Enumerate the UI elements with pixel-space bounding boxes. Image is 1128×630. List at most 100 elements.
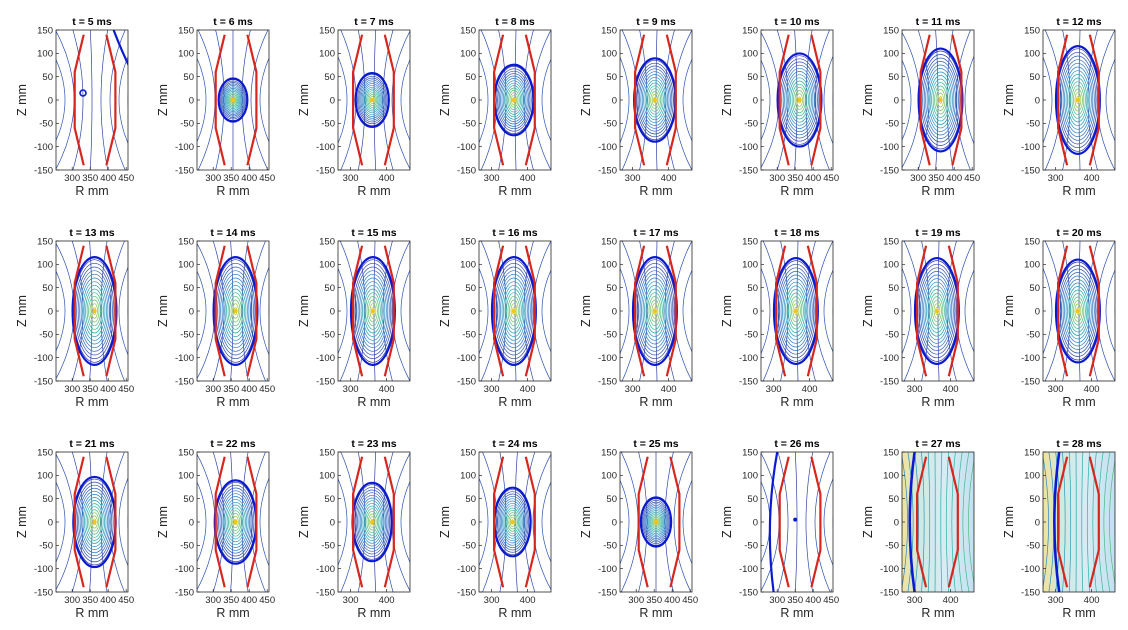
magnetic-axis (370, 97, 375, 103)
panel-title: t = 8 ms (495, 16, 535, 28)
flux-line (532, 453, 551, 591)
flux-line (620, 56, 630, 144)
flux-line (338, 267, 348, 355)
flux-surface (645, 504, 667, 540)
x-tick-label: 300 (910, 173, 926, 184)
flux-line (1087, 241, 1098, 381)
flux-line (197, 481, 207, 563)
magnetic-axis (92, 519, 97, 525)
flux-surface (651, 303, 659, 319)
flux-surface (227, 292, 244, 330)
y-tick-label: 50 (183, 283, 194, 294)
flux-surface (650, 299, 660, 323)
panel-plot-area (56, 30, 128, 170)
panel-title: t = 22 ms (210, 438, 255, 450)
y-tick-label: -50 (1026, 330, 1040, 341)
flux-surface (504, 82, 524, 118)
panel-title: t = 12 ms (1056, 16, 1101, 28)
flux-surface (652, 516, 660, 528)
flux-line (259, 266, 269, 356)
flux-surface (1065, 282, 1091, 340)
panel-plot-area (338, 30, 410, 170)
flux-surface (83, 284, 106, 338)
limiter-outboard (665, 245, 677, 377)
flux-line (973, 92, 974, 108)
y-tick-label: 50 (1029, 283, 1040, 294)
y-tick-label: 50 (324, 283, 335, 294)
x-tick-label: 350 (82, 384, 98, 395)
panel-plot-area (620, 30, 692, 170)
flux-surface (501, 78, 527, 122)
panel-title: t = 28 ms (1056, 438, 1101, 450)
magnetic-axis (793, 308, 799, 314)
flux-line (541, 58, 551, 142)
x-tick-label: 400 (379, 595, 395, 606)
y-tick-label: 0 (471, 95, 476, 106)
x-tick-label: 350 (82, 173, 98, 184)
flux-surface (925, 64, 956, 136)
x-tick-label: 400 (100, 173, 116, 184)
panel-21ms: -150 -100 -50 0 50 100 150 300 350 400 450 R mm Z mm… (15, 438, 134, 620)
flux-surface (932, 82, 949, 118)
y-tick-label: 150 (319, 447, 335, 458)
x-tick-label: 450 (823, 173, 839, 184)
x-tick-label: 400 (379, 384, 395, 395)
y-tick-label: 150 (742, 25, 758, 36)
y-tick-label: 0 (189, 306, 194, 317)
y-tick-label: -150 (457, 587, 476, 598)
y-tick-label: -50 (462, 330, 476, 341)
x-tick-label: 400 (1084, 384, 1100, 395)
x-tick-label: 300 (205, 595, 221, 606)
flux-surface (88, 295, 101, 327)
y-axis-label: Z mm (579, 506, 593, 538)
flux-surface (230, 513, 241, 531)
x-tick-label: 400 (1084, 595, 1100, 606)
y-tick-label: -100 (880, 564, 899, 575)
flux-surface (228, 93, 238, 107)
y-tick-label: 100 (319, 260, 335, 271)
flux-surface (498, 273, 530, 349)
x-axis-label: R mm (216, 395, 249, 409)
flux-surface (361, 500, 384, 544)
x-axis-label: R mm (780, 606, 813, 620)
panel-title: t = 11 ms (916, 16, 961, 28)
flux-surface (929, 292, 945, 330)
y-axis-label: Z mm (1002, 295, 1016, 327)
flux-surface (651, 93, 659, 107)
y-tick-label: 100 (178, 471, 194, 482)
flux-surface (510, 303, 518, 319)
y-tick-label: 100 (883, 471, 899, 482)
flux-line (805, 30, 813, 170)
panel-title: t = 18 ms (774, 227, 819, 239)
x-axis-label: R mm (75, 184, 108, 198)
x-tick-label: 300 (343, 595, 359, 606)
separatrix (217, 77, 249, 123)
x-tick-label: 300 (484, 384, 500, 395)
flux-line (964, 269, 974, 353)
y-tick-label: -150 (175, 376, 194, 387)
panel-22ms: -150 -100 -50 0 50 100 150 300 350 400 450 R mm Z mm… (156, 438, 275, 620)
flux-surface (79, 273, 110, 349)
y-tick-label: 50 (1029, 494, 1040, 505)
panel-title: t = 7 ms (354, 16, 394, 28)
y-tick-label: 100 (883, 49, 899, 60)
flux-surface (362, 84, 382, 116)
flux-line (357, 452, 366, 592)
flux-surface (508, 514, 517, 530)
flux-line (197, 270, 207, 352)
y-tick-label: 50 (747, 494, 758, 505)
y-tick-label: 150 (742, 236, 758, 247)
flux-surface (365, 292, 381, 330)
flux-line (339, 241, 357, 381)
y-tick-label: 0 (894, 517, 899, 528)
flux-surface (777, 267, 815, 355)
x-tick-label: 400 (520, 595, 536, 606)
flux-surface (937, 92, 944, 108)
flux-surface (221, 493, 251, 551)
y-tick-label: 0 (612, 517, 617, 528)
panel-title: t = 15 ms (351, 227, 396, 239)
y-tick-label: 100 (178, 49, 194, 60)
x-axis-label: R mm (780, 184, 813, 198)
flux-surface (80, 277, 109, 345)
